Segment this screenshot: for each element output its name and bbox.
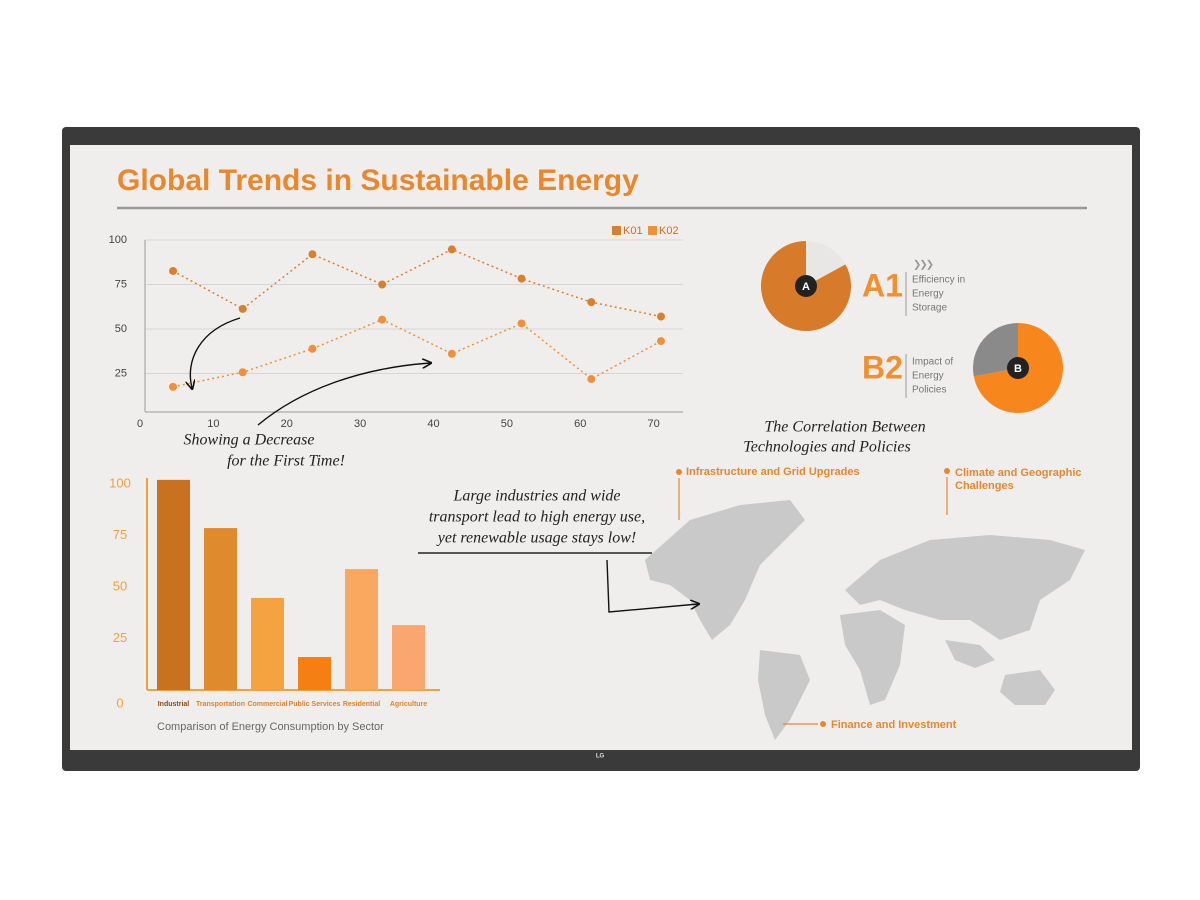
note-arrow xyxy=(606,559,698,613)
y-tick-label: 25 xyxy=(115,367,127,379)
pie-code: B2 xyxy=(862,349,903,385)
x-tick-label: Commercial xyxy=(247,701,287,708)
y-tick-label: 100 xyxy=(109,234,127,246)
data-point xyxy=(238,304,247,313)
data-point xyxy=(169,382,178,391)
data-point xyxy=(308,250,317,259)
map-label: Climate and Geographic xyxy=(955,467,1082,479)
data-point xyxy=(447,349,456,358)
data-point xyxy=(169,266,178,275)
x-tick-label: 40 xyxy=(427,418,439,430)
pie-label: B xyxy=(1014,363,1022,375)
legend-swatch xyxy=(648,226,657,235)
brand-logo: LG xyxy=(596,754,605,760)
pie-slice xyxy=(972,323,1018,377)
data-point xyxy=(378,280,387,289)
pie-label: A xyxy=(802,281,810,293)
y-tick-label: 75 xyxy=(113,527,127,542)
x-tick-label: Industrial xyxy=(158,701,190,708)
data-point xyxy=(447,245,456,254)
pie-badge xyxy=(795,275,817,297)
x-tick-label: Transportation xyxy=(196,701,245,708)
data-point xyxy=(587,375,596,384)
data-point xyxy=(587,298,596,307)
map-title: Technologies and Policies xyxy=(743,439,910,456)
x-tick-label: 60 xyxy=(574,418,586,430)
bar xyxy=(298,657,331,690)
bar xyxy=(251,597,284,690)
chart-caption: Comparison of Energy Consumption by Sect… xyxy=(157,721,384,733)
pie-description: Storage xyxy=(912,303,947,314)
pie-description: Efficiency in xyxy=(912,275,965,286)
map-label: Infrastructure and Grid Upgrades xyxy=(686,466,860,478)
x-tick-label: 20 xyxy=(281,418,293,430)
data-point xyxy=(378,315,387,324)
y-tick-label: 25 xyxy=(113,630,127,645)
chevrons: ❯❯❯ xyxy=(913,260,933,271)
annotation-arrow xyxy=(257,363,430,426)
pie-slice xyxy=(806,241,846,286)
map-label: Finance and Investment xyxy=(831,719,957,731)
handwritten-note: for the First Time! xyxy=(227,453,345,470)
pie-badge xyxy=(1007,357,1029,379)
pie-description: Impact of xyxy=(912,357,953,368)
data-point xyxy=(308,344,317,353)
x-tick-label: 70 xyxy=(648,418,660,430)
x-tick-label: Public Services xyxy=(289,701,341,708)
y-tick-label: 100 xyxy=(109,475,131,490)
bar xyxy=(157,479,190,690)
legend-label: K02 xyxy=(659,225,679,237)
map-marker xyxy=(676,469,682,475)
legend-label: K01 xyxy=(623,225,643,237)
bar xyxy=(345,569,378,690)
data-point xyxy=(656,337,665,346)
bar xyxy=(204,528,237,690)
y-tick-label: 0 xyxy=(116,695,123,710)
map-label: Challenges xyxy=(955,480,1014,492)
x-tick-label: 50 xyxy=(501,418,513,430)
y-tick-label: 50 xyxy=(113,578,127,593)
map-note: transport lead to high energy use, xyxy=(429,509,645,526)
annotation-arrow xyxy=(190,317,241,388)
map-note: yet renewable usage stays low! xyxy=(436,530,636,547)
x-tick-label: 30 xyxy=(354,418,366,430)
map-marker xyxy=(820,721,826,727)
bar xyxy=(392,625,425,690)
y-tick-label: 75 xyxy=(115,278,127,290)
x-tick-label: Agriculture xyxy=(390,701,427,708)
world-map xyxy=(645,500,1085,740)
map-note: Large industries and wide xyxy=(453,488,621,505)
map-title: The Correlation Between xyxy=(764,419,925,436)
map-marker xyxy=(944,468,950,474)
x-tick-label: 0 xyxy=(137,418,143,430)
pie-code: A1 xyxy=(862,267,903,303)
data-point xyxy=(238,368,247,377)
data-point xyxy=(656,312,665,321)
data-point xyxy=(517,274,526,283)
x-tick-label: 10 xyxy=(207,418,219,430)
data-point xyxy=(517,319,526,328)
pie-description: Energy xyxy=(912,371,944,382)
pie-description: Energy xyxy=(912,289,944,300)
y-tick-label: 50 xyxy=(115,323,127,335)
handwritten-note: Showing a Decrease xyxy=(184,432,315,449)
x-tick-label: Residential xyxy=(343,701,380,708)
pie-description: Policies xyxy=(912,385,946,396)
slide-title: Global Trends in Sustainable Energy xyxy=(117,164,639,197)
legend-swatch xyxy=(612,226,621,235)
